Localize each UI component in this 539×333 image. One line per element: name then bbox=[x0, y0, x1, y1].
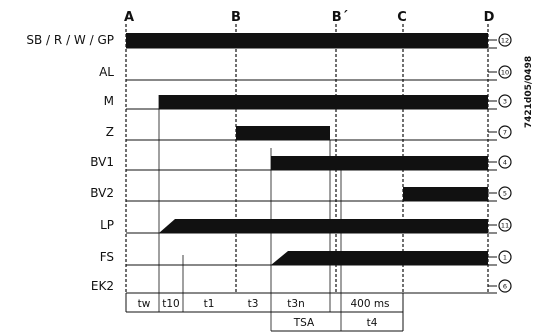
terminal-number-6: 6 bbox=[503, 283, 507, 291]
terminal-number-5: 5 bbox=[503, 190, 507, 198]
row-bv1: BV1 4 bbox=[90, 155, 512, 171]
segment-400ms: 400 ms bbox=[350, 298, 389, 310]
signal-bar-sb-r-w-gp bbox=[126, 33, 488, 48]
marker-c: C bbox=[397, 10, 407, 25]
row-fs: FS 1 bbox=[100, 250, 512, 266]
document-reference: 7421d05/0498 bbox=[524, 56, 534, 128]
signal-bar-bv1 bbox=[271, 156, 488, 170]
terminal-circle-4 bbox=[498, 155, 512, 169]
segment-t3: t3 bbox=[248, 298, 259, 310]
terminal-number-1: 1 bbox=[503, 254, 507, 262]
row-ek2: EK2 6 bbox=[91, 279, 512, 294]
terminal-number-10: 10 bbox=[501, 69, 509, 77]
segment-tsa: TSA bbox=[293, 317, 315, 329]
marker-b-prime: B´ bbox=[332, 10, 348, 25]
row-label-ek2: EK2 bbox=[91, 279, 114, 293]
terminal-number-12: 12 bbox=[501, 37, 509, 45]
row-lp: LP 11 bbox=[100, 218, 512, 234]
terminal-circle-12 bbox=[498, 33, 512, 47]
terminal-number-3: 3 bbox=[503, 98, 507, 106]
row-bv2: BV2 5 bbox=[90, 186, 512, 202]
segment-tw: tw bbox=[138, 298, 151, 310]
terminal-circle-11 bbox=[498, 218, 512, 232]
phase-markers: A B B´ C D bbox=[124, 10, 495, 25]
row-label-m: M bbox=[104, 94, 114, 108]
signal-bar-m bbox=[159, 95, 488, 109]
terminal-circle-5 bbox=[498, 186, 512, 200]
row-al: AL 10 bbox=[99, 65, 512, 81]
marker-b: B bbox=[231, 10, 241, 25]
row-z: Z 7 bbox=[106, 125, 512, 141]
row-label-bv2: BV2 bbox=[90, 186, 114, 200]
row-label-bv1: BV1 bbox=[90, 155, 114, 169]
terminal-circle-10 bbox=[498, 65, 512, 79]
terminal-number-4: 4 bbox=[503, 159, 507, 167]
signal-rows: SB / R / W / GP 12 AL 10 M 3 Z bbox=[26, 33, 512, 294]
signal-bar-lp bbox=[159, 219, 488, 233]
terminal-circle-3 bbox=[498, 94, 512, 108]
signal-bar-z bbox=[236, 126, 330, 140]
marker-d: D bbox=[484, 10, 495, 25]
segment-t4: t4 bbox=[367, 317, 378, 329]
segment-t1: t1 bbox=[204, 298, 215, 310]
row-sb-r-w-gp: SB / R / W / GP 12 bbox=[26, 33, 512, 49]
row-label-z: Z bbox=[106, 125, 114, 139]
segment-t10: t10 bbox=[162, 298, 179, 310]
row-label-fs: FS bbox=[100, 250, 114, 264]
marker-a: A bbox=[124, 10, 134, 25]
row-label-al: AL bbox=[99, 65, 114, 79]
signal-bar-bv2 bbox=[403, 187, 488, 201]
terminal-circle-7 bbox=[498, 125, 512, 139]
signal-bar-fs bbox=[271, 251, 488, 265]
terminal-circle-1 bbox=[498, 250, 512, 264]
terminal-number-7: 7 bbox=[503, 129, 507, 137]
terminal-number-11: 11 bbox=[501, 222, 509, 230]
row-m: M 3 bbox=[104, 94, 512, 110]
terminal-circle-6 bbox=[498, 279, 512, 293]
row-label-lp: LP bbox=[100, 218, 114, 232]
segment-t3n: t3n bbox=[287, 298, 304, 310]
row-label-sb-r-w-gp: SB / R / W / GP bbox=[26, 33, 114, 47]
timing-segments: tw t10 t1 t3 t3n 400 ms TSA t4 bbox=[125, 293, 404, 332]
